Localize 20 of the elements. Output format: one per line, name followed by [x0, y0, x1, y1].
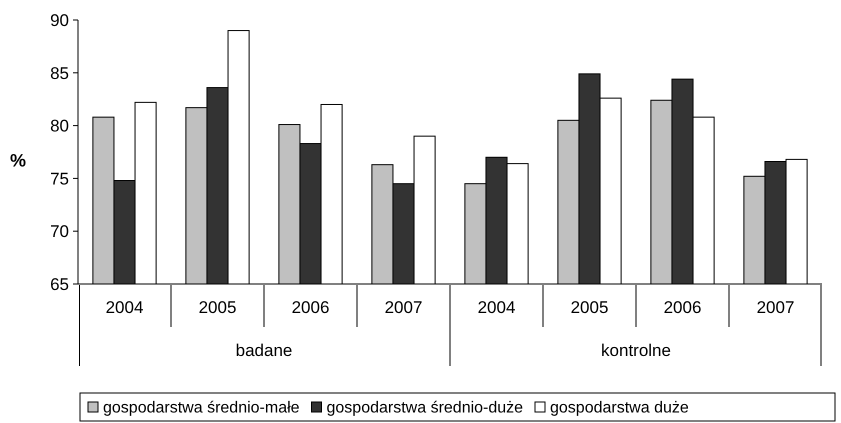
- x-tick-label: 2007: [384, 298, 422, 317]
- x-tick-label: 2004: [478, 298, 516, 317]
- y-tick-label: 90: [50, 10, 69, 30]
- y-tick-label: 70: [50, 222, 69, 242]
- y-tick-label: 75: [50, 169, 69, 188]
- x-tick-label: 2005: [198, 298, 236, 317]
- y-tick-label: 80: [50, 116, 69, 136]
- x-tick-label: 2005: [570, 298, 608, 317]
- x-tick-label: 2004: [106, 298, 144, 317]
- legend-label: gospodarstwa średnio-duże: [326, 400, 524, 417]
- x-tick-label: 2007: [756, 298, 794, 317]
- text: kontrolne: [601, 340, 671, 360]
- y-axis-title: %: [10, 150, 26, 170]
- text: badane: [236, 340, 292, 360]
- legend-label: gospodarstwa średnio-małe: [103, 400, 300, 417]
- y-tick-label: 85: [50, 64, 69, 83]
- x-tick-label: 2006: [292, 298, 330, 317]
- x-tick-label: 2006: [664, 298, 702, 317]
- legend-label: gospodarstwa duże: [550, 400, 689, 417]
- y-tick-label: 65: [50, 274, 69, 294]
